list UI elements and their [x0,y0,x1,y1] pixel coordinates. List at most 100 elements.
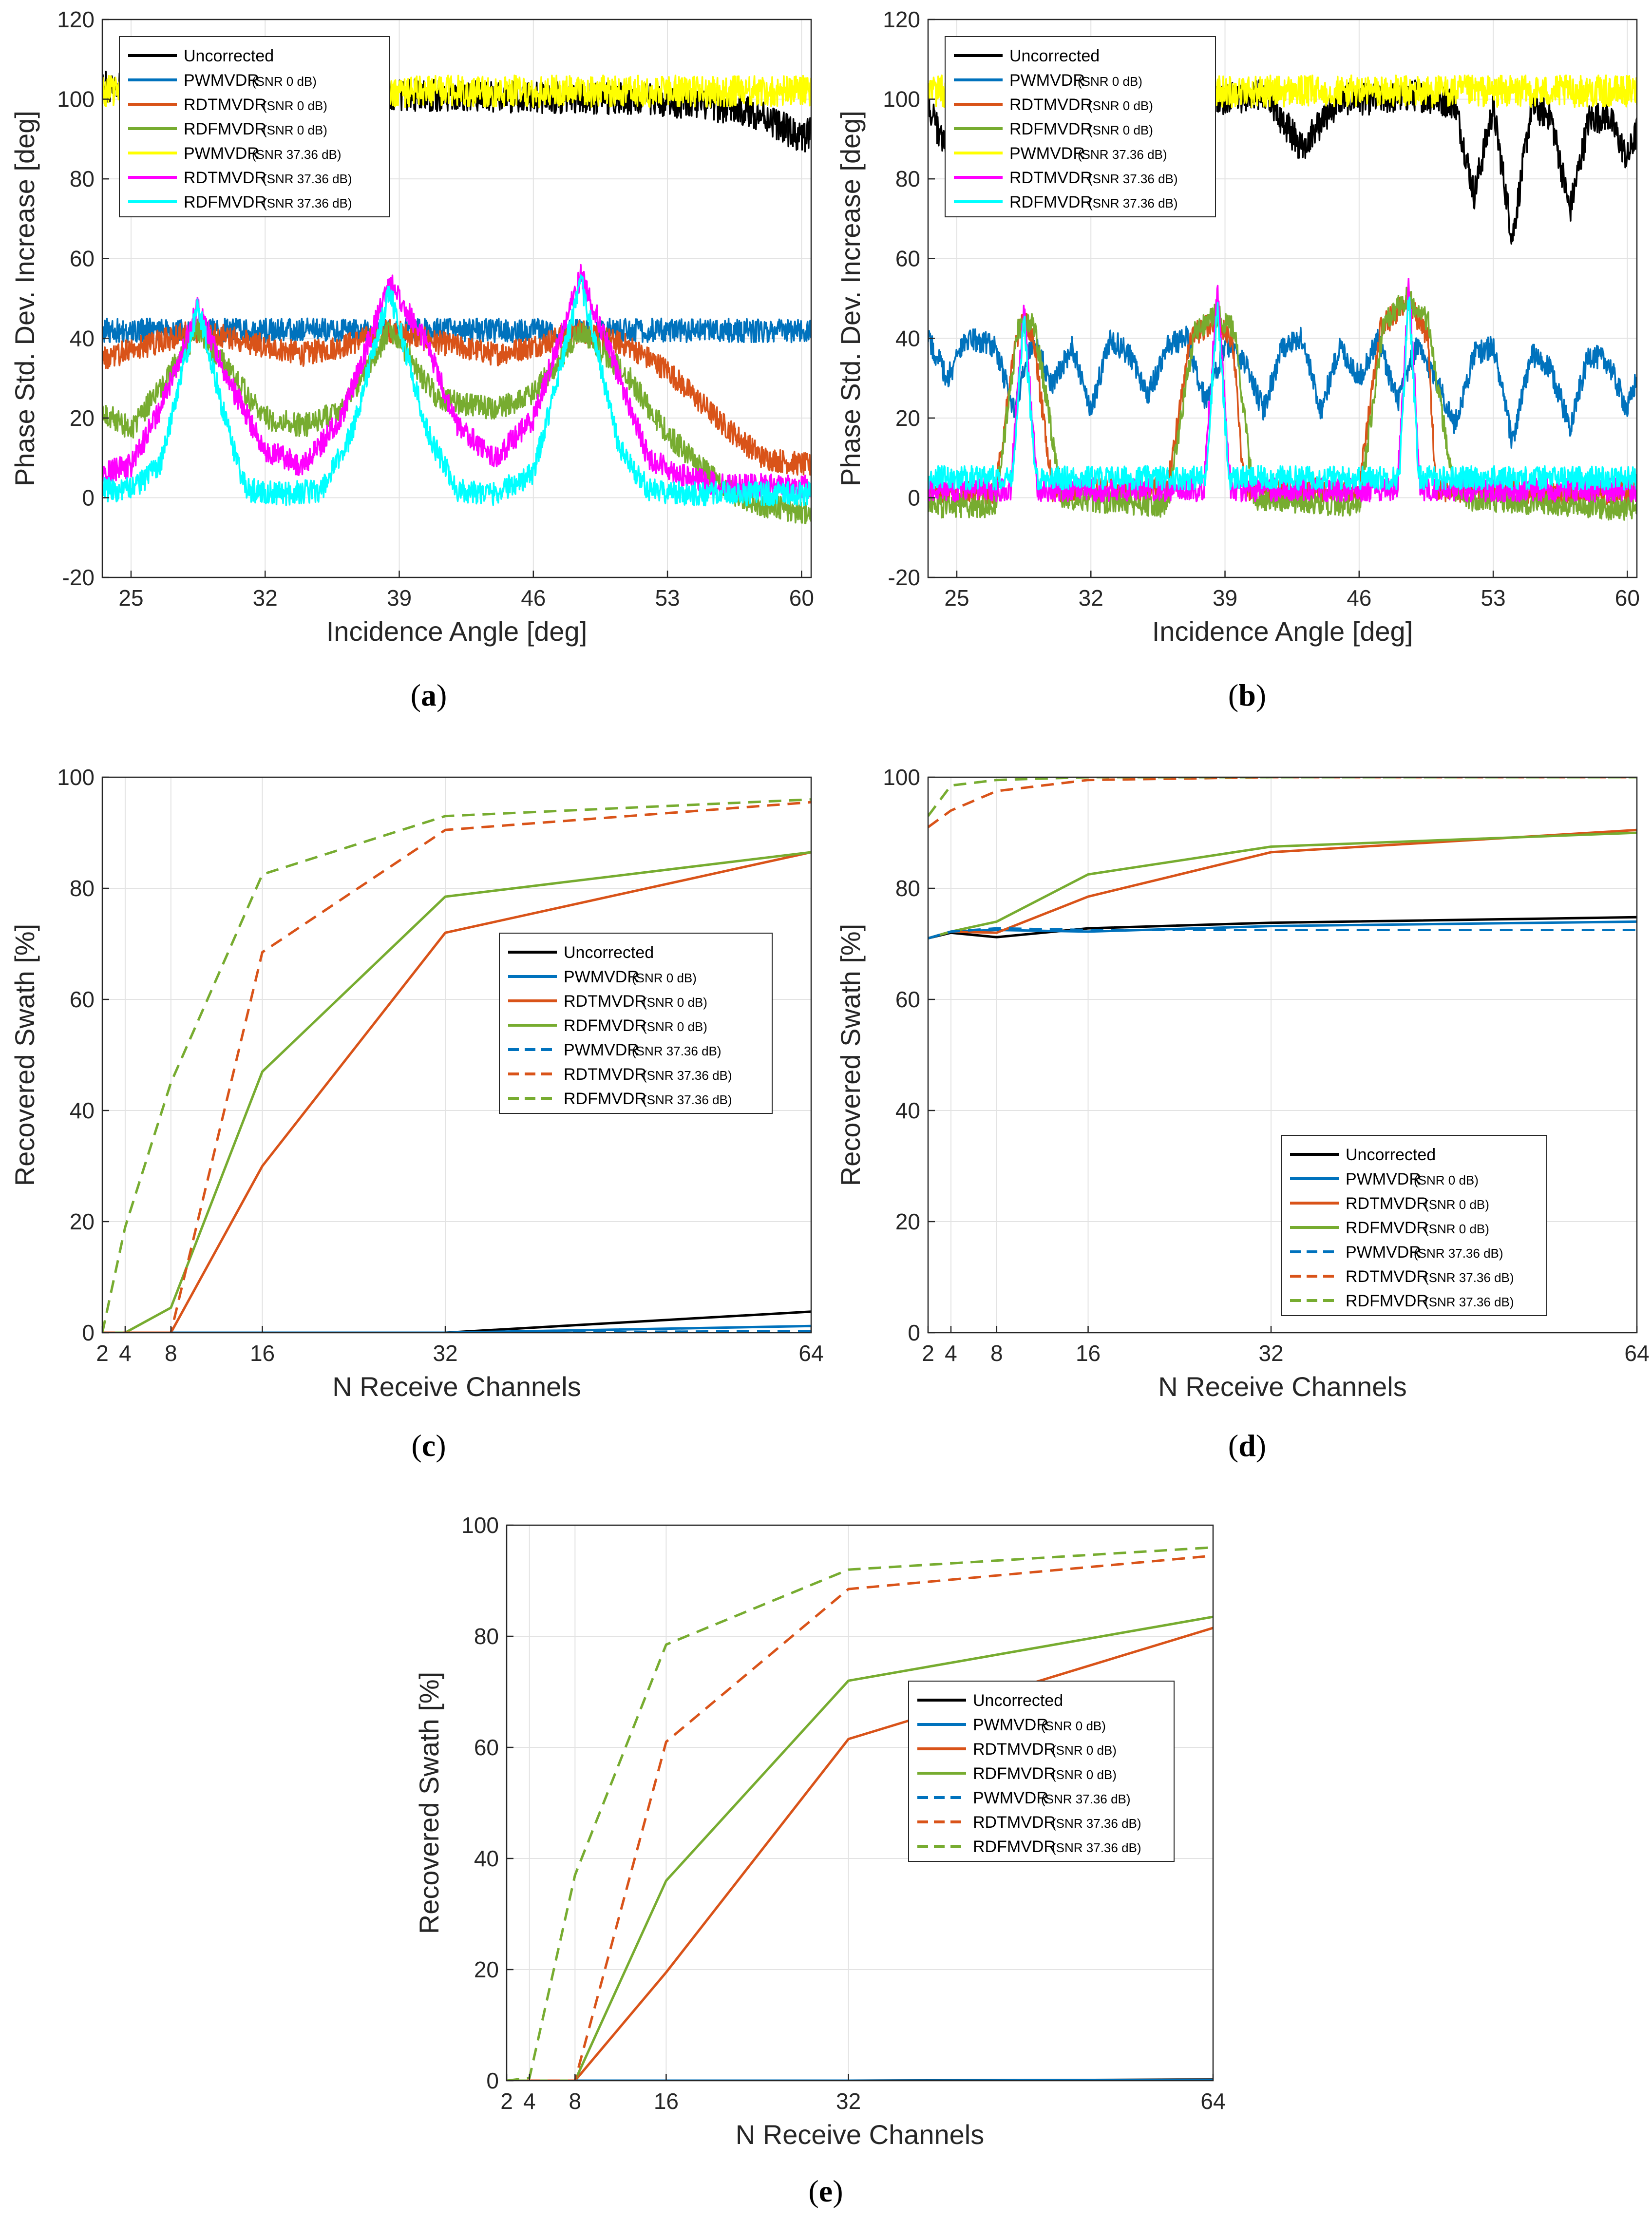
legend-snr: (SNR 37.36 dB) [643,1068,732,1083]
y-tick-label: 80 [70,166,95,191]
legend-box [499,933,773,1114]
legend-label: Uncorrected [1346,1146,1436,1164]
legend-snr: (SNR 0 dB) [632,971,697,985]
x-tick-label: 2 [922,1340,934,1366]
legend-label: RDFMVDR [1346,1292,1428,1310]
series-rdtmvdr-snr-0-db [102,318,811,476]
y-tick-label: 100 [461,1513,499,1538]
series-rdtmvdr-snr-37-36-db [102,801,811,1333]
y-tick-label: 100 [57,765,95,790]
y-tick-label: 40 [70,325,95,351]
x-tick-label: 25 [944,585,969,611]
y-tick-label: 60 [474,1735,499,1760]
series-group [928,777,1637,940]
legend-label: RDTMVDR [973,1740,1056,1759]
y-tick-label: 40 [70,1098,95,1123]
x-tick-label: 32 [433,1340,457,1366]
y-tick-label: 80 [70,876,95,901]
x-tick-label: 16 [250,1340,275,1366]
y-tick-label: 60 [70,987,95,1012]
legend-snr: (SNR 0 dB) [1088,98,1153,113]
y-tick-label: 100 [57,87,95,112]
legend-snr: (SNR 37.36 dB) [1052,1840,1141,1855]
y-tick-label: 20 [895,1209,920,1234]
legend-label: RDTMVDR [1009,169,1092,187]
legend-snr: (SNR 37.36 dB) [1088,172,1178,186]
series-rdfmvdr-snr-0-db [507,1615,1213,2081]
caption-d: (d) [1228,1428,1267,1463]
series-rdtmvdr-snr-37-36-db [507,1554,1213,2081]
legend-snr: (SNR 0 dB) [263,98,327,113]
series-rdtmvdr-snr-37-36-db [928,777,1637,828]
x-tick-label: 4 [119,1340,132,1366]
legend-snr: (SNR 37.36 dB) [1041,1792,1131,1806]
x-tick-label: 46 [1347,585,1371,611]
legend-label: RDTMVDR [564,1065,646,1084]
y-tick-label: 100 [883,765,920,790]
y-tick-label: 20 [474,1957,499,1982]
x-tick-label: 32 [836,2088,861,2114]
x-tick-label: 46 [521,585,546,611]
x-axis-label: N Receive Channels [736,2119,984,2150]
series-rdfmvdr-snr-0-db [928,831,1637,939]
legend-label: PWMVDR [1346,1170,1421,1188]
legend-snr: (SNR 0 dB) [1041,1719,1106,1733]
axes-box [506,1524,1214,2082]
x-tick-label: 16 [1076,1340,1101,1366]
legend-label: RDTMVDR [1346,1267,1428,1286]
y-tick-label: 20 [895,405,920,431]
legend-label: RDFMVDR [184,193,266,211]
y-axis-label: Recovered Swath [%] [414,1672,444,1934]
series-rdfmvdr-snr-37-36-db [507,1546,1213,2081]
legend-label: PWMVDR [1009,144,1085,163]
legend-snr: (SNR 0 dB) [1414,1173,1479,1187]
y-tick-label: 0 [908,1320,920,1345]
y-tick-label: 120 [57,7,95,32]
series-rdfmvdr-snr-37-36-db [102,274,811,507]
legend-label: RDFMVDR [1009,120,1092,138]
y-axis-label: Recovered Swath [%] [9,924,40,1186]
x-tick-label: 2 [96,1340,109,1366]
x-tick-label: 53 [1481,585,1505,611]
x-tick-label: 39 [387,585,412,611]
legend-label: RDFMVDR [1346,1219,1428,1237]
x-tick-label: 64 [798,1340,823,1366]
legend-label: RDTMVDR [1346,1194,1428,1213]
legend-snr: (SNR 37.36 dB) [1424,1295,1514,1309]
y-tick-label: 0 [486,2068,499,2093]
legend-snr: (SNR 0 dB) [1052,1767,1117,1782]
x-tick-label: 53 [655,585,680,611]
legend-snr: (SNR 37.36 dB) [1088,196,1178,211]
legend-label: Uncorrected [973,1691,1063,1710]
series-uncorrected [102,1310,811,1333]
series-rdfmvdr-snr-37-36-db [928,777,1637,817]
series-group [928,74,1637,521]
legend-box [945,36,1216,217]
legend-label: RDTMVDR [184,169,266,187]
x-axis-label: N Receive Channels [1158,1371,1406,1402]
series-rdtmvdr-snr-37-36-db [102,264,811,498]
x-axis-label: N Receive Channels [332,1371,581,1402]
legend-box [908,1681,1175,1862]
legend-label: RDFMVDR [973,1838,1056,1856]
x-tick-label: 16 [654,2088,679,2114]
legend-snr: (SNR 37.36 dB) [643,1092,732,1107]
legend-label: RDTMVDR [973,1813,1056,1832]
legend-label: Uncorrected [184,47,274,65]
legend-snr: (SNR 37.36 dB) [1414,1246,1503,1261]
legend-label: RDFMVDR [564,1016,646,1035]
caption-e: (e) [808,2174,843,2208]
series-group [102,798,811,1333]
x-axis-label: Incidence Angle [deg] [326,616,588,647]
chart-c: 2 4 8 16 32 64 0 20 40 60 80 100 N Receive Channels R… [9,765,824,1402]
legend-snr: (SNR 37.36 dB) [1424,1270,1514,1285]
axes-box [927,19,1638,578]
axes-box [101,776,812,1334]
x-tick-label: 4 [945,1340,957,1366]
legend-snr: (SNR 0 dB) [1052,1743,1117,1758]
legend-label: RDTMVDR [564,992,646,1011]
legend-snr: (SNR 0 dB) [1424,1222,1489,1236]
legend-snr: (SNR 37.36 dB) [263,172,352,186]
